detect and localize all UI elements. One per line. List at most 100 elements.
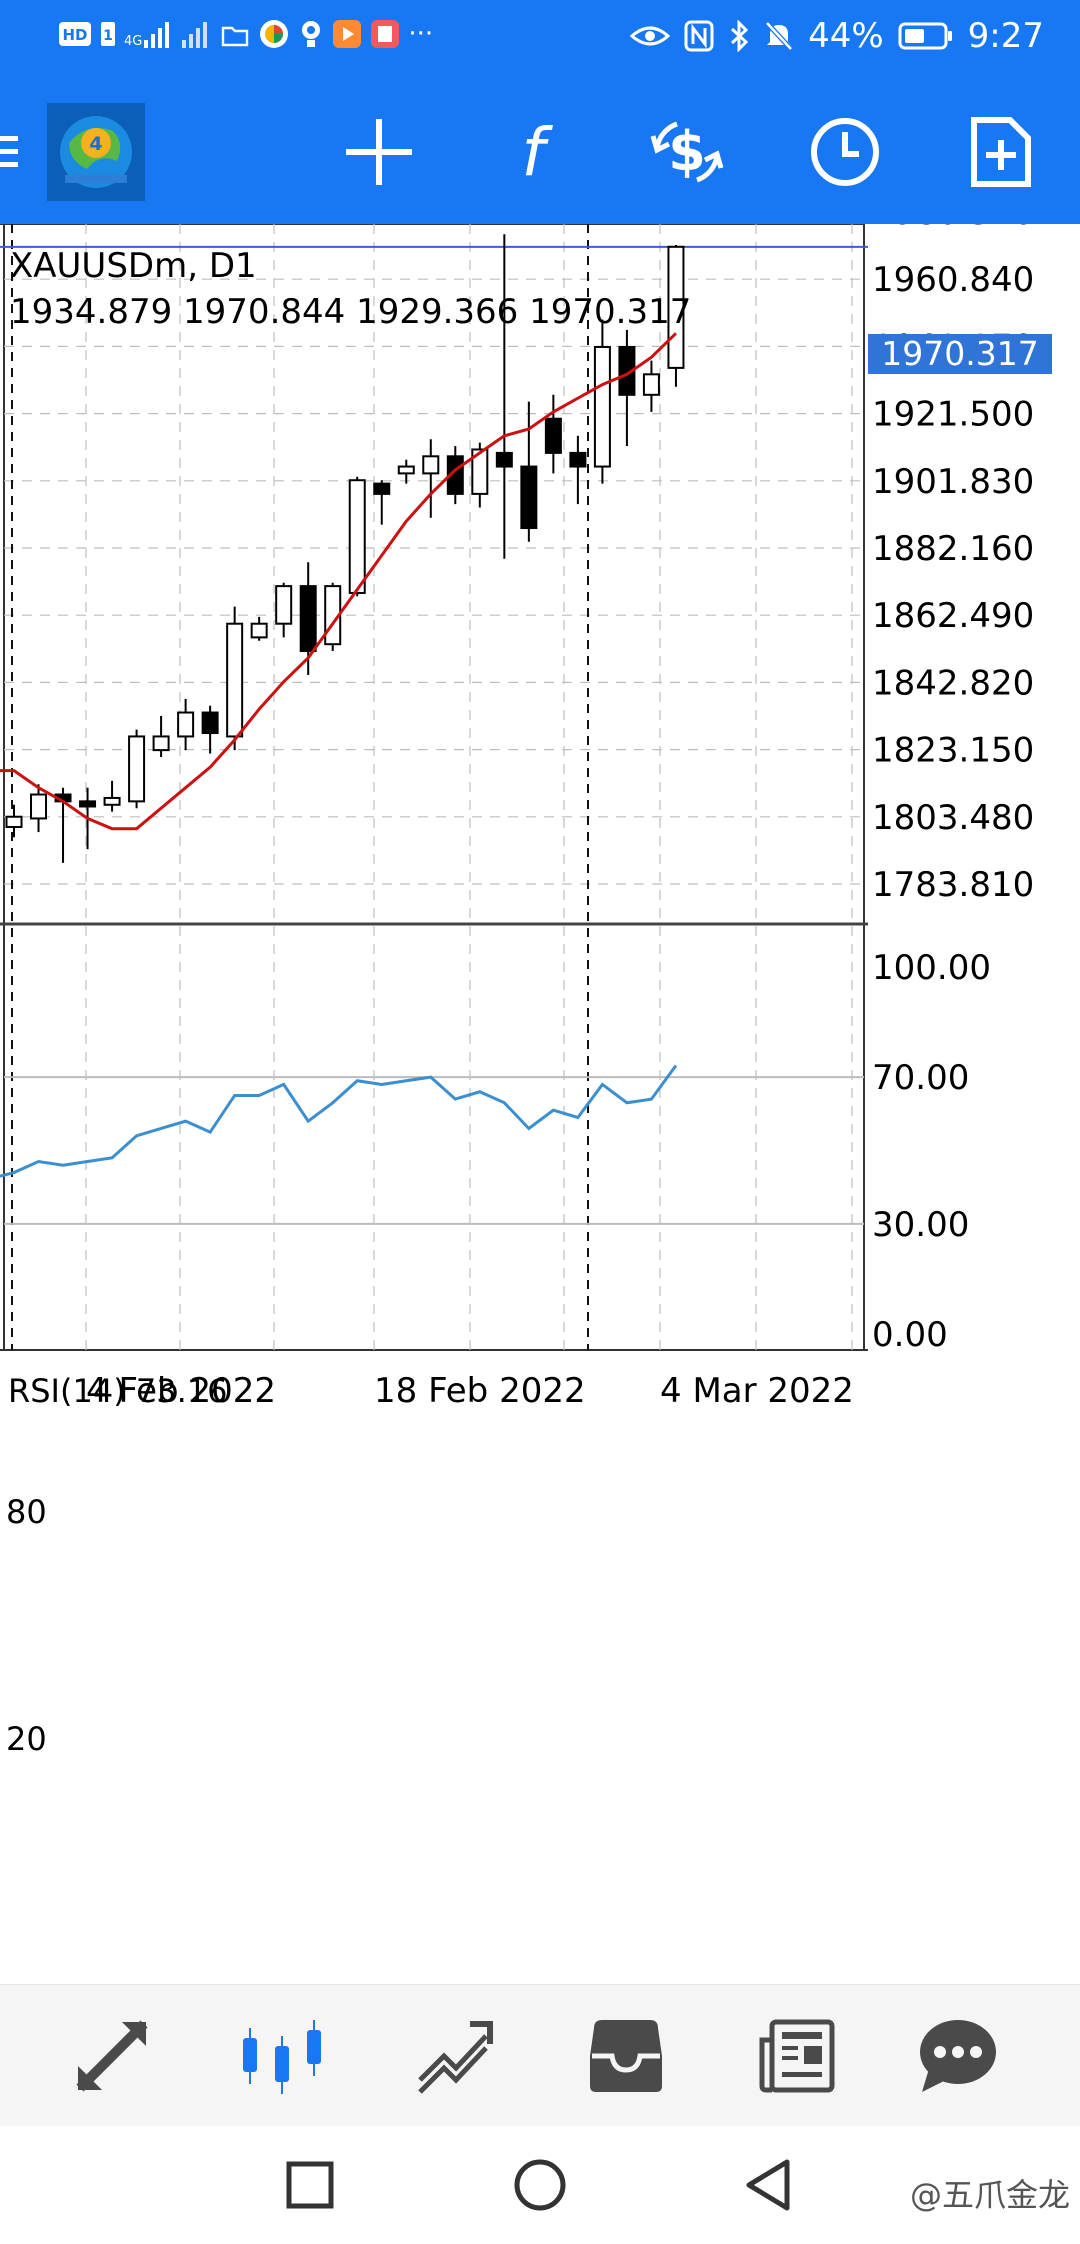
clock-time: 9:27 bbox=[967, 16, 1044, 56]
bull-candle bbox=[397, 465, 415, 475]
rsi-tick-label: 70.00 bbox=[872, 1058, 969, 1098]
bull-candle bbox=[103, 796, 121, 806]
moving-average bbox=[0, 332, 677, 831]
price-tick-label: 1823.150 bbox=[872, 731, 1034, 771]
signal-4g-icon: 4G bbox=[124, 20, 174, 48]
rsi-axis: 100.00 70.00 30.00 0.00 bbox=[872, 948, 991, 1355]
bull-candle bbox=[5, 815, 23, 828]
square-icon bbox=[286, 2161, 334, 2209]
rsi-level-high-label: 80 bbox=[6, 1493, 47, 1531]
date-tick-label: 4 Feb 2022 bbox=[86, 1371, 276, 1411]
bottom-navigation bbox=[0, 1984, 1080, 2127]
nav-messages[interactable] bbox=[888, 1985, 1028, 2127]
price-tick-label: 1901.830 bbox=[872, 462, 1034, 502]
chart-canvas[interactable]: 1980.5101960.8401941.1701921.5001901.830… bbox=[0, 193, 1080, 1984]
watermark-text: @五爪金龙 bbox=[909, 2176, 1070, 2214]
back-button[interactable] bbox=[728, 2148, 808, 2222]
nav-quotes[interactable] bbox=[42, 1985, 182, 2127]
bear-candle bbox=[79, 800, 97, 808]
nav-news[interactable] bbox=[728, 1985, 868, 2127]
symbols-icon: $ bbox=[650, 120, 724, 183]
status-bar: HD 1 4G ··· 44% 9:27 bbox=[0, 0, 1080, 80]
rsi-series bbox=[0, 1064, 678, 1178]
price-tick-label: 1783.810 bbox=[872, 865, 1034, 905]
nav-trade[interactable] bbox=[384, 1985, 524, 2127]
new-order-button[interactable] bbox=[946, 80, 1056, 224]
status-left-icons: HD 1 4G ··· bbox=[58, 18, 433, 50]
date-axis: 4 Feb 2022 18 Feb 2022 4 Mar 2022 bbox=[86, 1371, 854, 1411]
ohlc-label: 1934.879 1970.844 1929.366 1970.317 bbox=[10, 292, 691, 332]
mute-bell-icon bbox=[765, 21, 793, 51]
price-tick-label: 1980.510 bbox=[872, 224, 1034, 233]
recents-button[interactable] bbox=[270, 2148, 350, 2222]
app-logo-icon: 4 bbox=[47, 103, 145, 201]
rsi-label: RSI(14) 73.16 bbox=[8, 1372, 227, 1410]
bear-candle bbox=[495, 451, 513, 468]
circle-icon bbox=[514, 2159, 566, 2211]
menu-button[interactable] bbox=[0, 80, 40, 224]
battery-percent: 44% bbox=[808, 16, 884, 56]
price-tick-label: 1921.500 bbox=[872, 395, 1034, 435]
crosshair-button[interactable] bbox=[324, 80, 434, 224]
chart-area[interactable]: 1980.5101960.8401941.1701921.5001901.830… bbox=[0, 193, 1080, 1984]
quotes-icon bbox=[76, 2020, 148, 2092]
indicators-icon: f bbox=[521, 117, 553, 187]
bear-candle bbox=[544, 417, 562, 454]
nav-chart[interactable] bbox=[212, 1985, 352, 2127]
candles bbox=[5, 234, 685, 863]
history-icon bbox=[590, 2020, 662, 2092]
current-price-label: 1970.317 bbox=[881, 334, 1038, 373]
bull-candle bbox=[593, 345, 611, 468]
price-tick-label: 1862.490 bbox=[872, 596, 1034, 636]
battery-icon bbox=[898, 22, 952, 50]
current-price-tag: 1970.317 bbox=[868, 334, 1052, 374]
bear-candle bbox=[569, 451, 587, 468]
rsi-line bbox=[0, 1064, 678, 1178]
date-tick-label: 4 Mar 2022 bbox=[660, 1371, 854, 1411]
bear-candle bbox=[201, 711, 219, 735]
messages-icon bbox=[920, 2020, 996, 2092]
svg-text:$: $ bbox=[668, 120, 706, 183]
chart-icon bbox=[243, 2020, 321, 2094]
price-tick-label: 1803.480 bbox=[872, 798, 1034, 838]
play-icon bbox=[333, 20, 362, 48]
price-tick-label: 1842.820 bbox=[872, 663, 1034, 703]
bear-candle bbox=[520, 465, 538, 530]
svg-text:1: 1 bbox=[103, 28, 113, 44]
app-icon bbox=[260, 20, 289, 48]
date-tick-label: 18 Feb 2022 bbox=[374, 1371, 586, 1411]
eye-icon bbox=[630, 26, 671, 46]
app-logo[interactable]: 4 bbox=[46, 80, 146, 224]
bull-candle bbox=[348, 479, 366, 594]
ma-line bbox=[0, 332, 677, 831]
news-icon bbox=[759, 2019, 835, 2093]
new-order-icon bbox=[971, 117, 1031, 187]
system-navigation: @五爪金龙 bbox=[0, 2126, 1080, 2244]
price-axis: 1980.5101960.8401941.1701921.5001901.830… bbox=[872, 193, 1034, 905]
status-right: 44% 9:27 bbox=[630, 16, 1044, 56]
symbols-button[interactable]: $ bbox=[632, 80, 742, 224]
indicators-button[interactable]: f bbox=[478, 80, 588, 224]
sim-icon: 1 bbox=[101, 22, 115, 46]
rsi-level-low-label: 20 bbox=[6, 1720, 47, 1758]
rsi-tick-label: 100.00 bbox=[872, 948, 991, 988]
crosshair-icon bbox=[346, 119, 412, 185]
nav-history[interactable] bbox=[556, 1985, 696, 2127]
triangle-back-icon bbox=[746, 2159, 790, 2211]
bull-candle bbox=[642, 373, 660, 396]
folder-icon bbox=[222, 26, 249, 47]
svg-text:f: f bbox=[521, 117, 553, 187]
timeframe-button[interactable] bbox=[790, 80, 900, 224]
svg-text:4: 4 bbox=[89, 133, 102, 155]
timeframe-icon bbox=[811, 118, 879, 186]
book-icon bbox=[371, 20, 400, 48]
bull-candle bbox=[226, 622, 244, 738]
home-button[interactable] bbox=[500, 2148, 580, 2222]
bull-candle bbox=[422, 455, 440, 475]
bluetooth-icon bbox=[731, 20, 749, 52]
trade-icon bbox=[418, 2021, 493, 2094]
symbol-label: XAUUSDm, D1 bbox=[10, 246, 257, 286]
nfc-icon bbox=[684, 20, 714, 52]
price-tick-label: 1882.160 bbox=[872, 529, 1034, 569]
bull-candle bbox=[30, 793, 48, 820]
